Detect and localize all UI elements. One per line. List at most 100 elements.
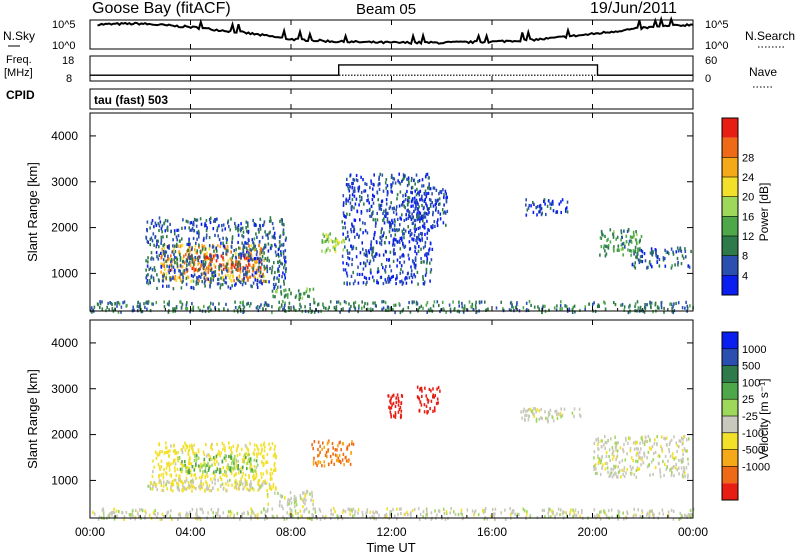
data-cell <box>422 510 425 514</box>
data-cell <box>397 403 400 407</box>
data-cell <box>565 511 567 515</box>
data-cell <box>520 410 522 414</box>
data-cell <box>385 513 387 517</box>
data-cell <box>278 307 280 311</box>
data-cell <box>288 502 290 506</box>
data-cell <box>256 278 259 283</box>
data-cell <box>442 507 445 511</box>
data-cell <box>394 229 397 233</box>
data-cell <box>167 257 169 262</box>
data-cell <box>444 517 447 521</box>
data-cell <box>391 394 394 398</box>
velocity-data <box>92 385 695 522</box>
data-cell <box>426 397 429 401</box>
power-colorbar-label: Power [dB] <box>757 183 771 242</box>
data-cell <box>204 284 206 288</box>
data-cell <box>396 274 398 278</box>
data-cell <box>252 263 255 267</box>
data-cell <box>208 236 211 240</box>
data-cell <box>422 246 425 250</box>
data-cell <box>253 448 256 452</box>
data-cell <box>388 257 390 262</box>
data-cell <box>349 185 351 189</box>
cpid-text: tau (fast) 503 <box>94 93 168 107</box>
data-cell <box>600 510 602 514</box>
data-cell <box>251 258 254 262</box>
data-cell <box>353 194 356 198</box>
data-cell <box>168 244 170 248</box>
data-cell <box>184 441 186 445</box>
data-cell <box>621 235 623 239</box>
data-cell <box>384 270 387 274</box>
data-cell <box>230 266 233 270</box>
colorbar-tick-label: 500 <box>742 361 760 373</box>
data-cell <box>256 282 258 286</box>
data-cell <box>395 212 398 216</box>
data-cell <box>272 282 275 287</box>
data-cell <box>223 443 225 447</box>
data-cell <box>609 473 612 478</box>
data-cell <box>211 245 214 249</box>
data-cell <box>391 403 393 407</box>
data-cell <box>184 463 187 467</box>
data-cell <box>393 303 395 307</box>
data-cell <box>263 517 266 521</box>
data-cell <box>612 247 615 251</box>
data-cell <box>226 262 228 266</box>
data-cell <box>235 449 238 453</box>
data-cell <box>429 407 431 411</box>
data-cell <box>577 510 580 515</box>
data-cell <box>389 278 392 282</box>
data-cell <box>165 276 167 280</box>
data-cell <box>622 253 624 257</box>
data-cell <box>636 460 639 464</box>
data-cell <box>457 513 460 517</box>
data-cell <box>163 242 166 247</box>
data-cell <box>392 249 395 254</box>
data-cell <box>333 462 335 466</box>
data-cell <box>245 241 247 245</box>
data-cell <box>211 480 214 484</box>
data-cell <box>551 199 554 203</box>
data-cell <box>215 470 217 474</box>
data-cell <box>184 226 186 230</box>
data-cell <box>211 463 213 467</box>
data-cell <box>238 255 240 259</box>
data-cell <box>229 509 231 513</box>
data-cell <box>325 515 327 519</box>
data-cell <box>266 264 268 268</box>
data-cell <box>196 218 199 222</box>
n-sky-label: N.Sky <box>3 29 35 43</box>
data-cell <box>540 407 542 411</box>
data-cell <box>118 510 120 514</box>
data-cell <box>284 259 286 263</box>
data-cell <box>435 208 437 212</box>
data-cell <box>151 239 154 243</box>
data-cell <box>314 507 316 511</box>
data-cell <box>272 294 274 298</box>
data-cell <box>406 276 408 280</box>
data-cell <box>529 515 531 519</box>
data-cell <box>690 249 692 254</box>
data-cell <box>427 252 430 256</box>
data-cell <box>631 471 633 475</box>
data-cell <box>303 491 305 495</box>
data-cell <box>660 306 663 310</box>
data-cell <box>525 213 528 217</box>
data-cell <box>198 245 200 249</box>
data-cell <box>357 265 359 269</box>
data-cell <box>91 310 93 314</box>
data-cell <box>656 435 658 439</box>
data-cell <box>610 467 612 471</box>
data-cell <box>419 211 422 215</box>
data-cell <box>365 282 367 286</box>
data-cell <box>261 460 263 464</box>
data-cell <box>173 232 176 236</box>
data-cell <box>384 278 387 282</box>
data-cell <box>154 450 157 454</box>
data-cell <box>178 478 180 482</box>
data-cell <box>351 193 354 197</box>
data-cell <box>385 308 387 312</box>
data-cell <box>181 265 184 269</box>
colorbar-swatch <box>722 236 738 256</box>
